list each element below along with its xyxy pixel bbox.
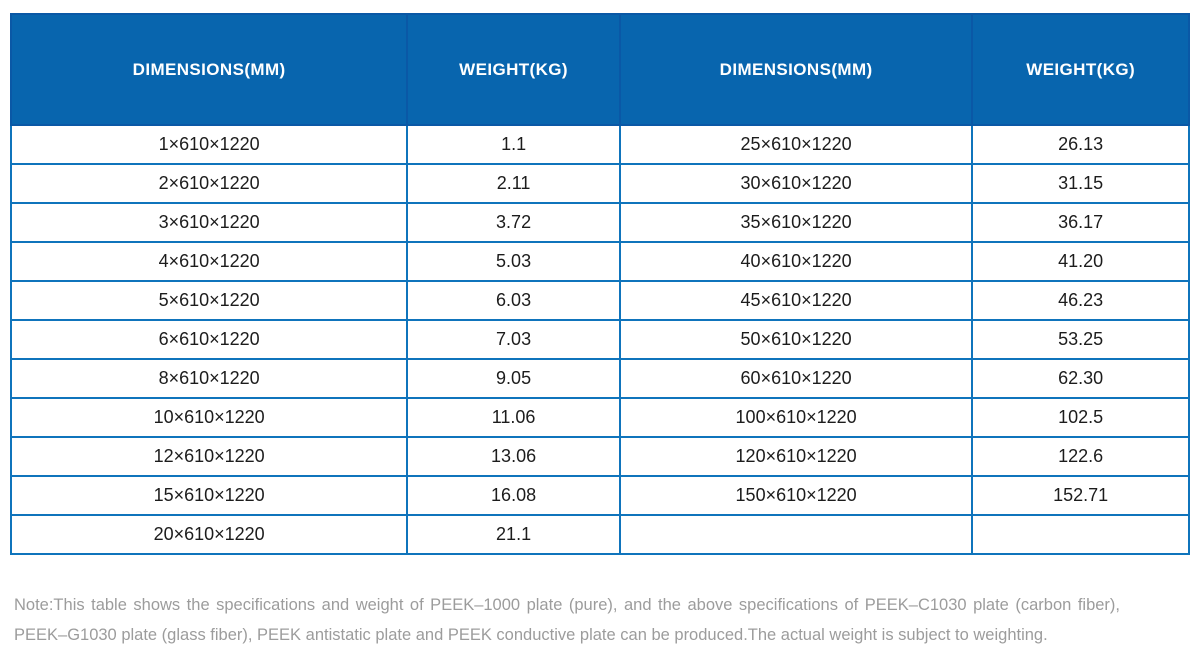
weight-cell: 152.71 [971,475,1190,516]
dimensions-cell: 30×610×1220 [618,163,974,204]
weight-cell: 102.5 [971,397,1190,438]
dimensions-cell: 12×610×1220 [9,436,409,477]
table-row: 1×610×1220 1.1 25×610×1220 26.13 [9,124,1190,165]
column-header-weight-left: WEIGHT(KG) [406,13,621,126]
dimensions-cell: 120×610×1220 [618,436,974,477]
weight-cell: 7.03 [406,319,621,360]
weight-cell: 2.11 [406,163,621,204]
note-text: Note:This table shows the specifications… [14,596,1120,644]
dimensions-cell: 15×610×1220 [9,475,409,516]
spec-table: DIMENSIONS(MM) WEIGHT(KG) DIMENSIONS(MM)… [9,13,1190,555]
dimensions-cell: 3×610×1220 [9,202,409,243]
table-row: 15×610×1220 16.08 150×610×1220 152.71 [9,475,1190,516]
dimensions-cell: 60×610×1220 [618,358,974,399]
weight-cell: 122.6 [971,436,1190,477]
weight-cell: 31.15 [971,163,1190,204]
dimensions-cell: 150×610×1220 [618,475,974,516]
dimensions-cell: 10×610×1220 [9,397,409,438]
weight-cell: 11.06 [406,397,621,438]
weight-cell: 62.30 [971,358,1190,399]
dimensions-cell: 4×610×1220 [9,241,409,282]
table-row: 12×610×1220 13.06 120×610×1220 122.6 [9,436,1190,477]
weight-cell: 36.17 [971,202,1190,243]
weight-cell: 26.13 [971,124,1190,165]
weight-cell: 41.20 [971,241,1190,282]
dimensions-cell: 2×610×1220 [9,163,409,204]
table-header: DIMENSIONS(MM) WEIGHT(KG) DIMENSIONS(MM)… [9,13,1190,126]
dimensions-cell [618,514,974,555]
dimensions-cell: 50×610×1220 [618,319,974,360]
table-body: 1×610×1220 1.1 25×610×1220 26.13 2×610×1… [9,124,1190,555]
spec-table-container: DIMENSIONS(MM) WEIGHT(KG) DIMENSIONS(MM)… [9,13,1190,555]
weight-cell: 5.03 [406,241,621,282]
weight-cell: 16.08 [406,475,621,516]
dimensions-cell: 6×610×1220 [9,319,409,360]
column-header-dimensions-right: DIMENSIONS(MM) [618,13,974,126]
table-row: 8×610×1220 9.05 60×610×1220 62.30 [9,358,1190,399]
table-row: 5×610×1220 6.03 45×610×1220 46.23 [9,280,1190,321]
weight-cell: 21.1 [406,514,621,555]
column-header-weight-right: WEIGHT(KG) [971,13,1190,126]
dimensions-cell: 20×610×1220 [9,514,409,555]
table-row: 3×610×1220 3.72 35×610×1220 36.17 [9,202,1190,243]
table-row: 6×610×1220 7.03 50×610×1220 53.25 [9,319,1190,360]
dimensions-cell: 1×610×1220 [9,124,409,165]
weight-cell: 13.06 [406,436,621,477]
dimensions-cell: 100×610×1220 [618,397,974,438]
table-row: 20×610×1220 21.1 [9,514,1190,555]
dimensions-cell: 25×610×1220 [618,124,974,165]
table-row: 4×610×1220 5.03 40×610×1220 41.20 [9,241,1190,282]
weight-cell [971,514,1190,555]
dimensions-cell: 40×610×1220 [618,241,974,282]
header-row: DIMENSIONS(MM) WEIGHT(KG) DIMENSIONS(MM)… [9,13,1190,126]
dimensions-cell: 45×610×1220 [618,280,974,321]
table-row: 2×610×1220 2.11 30×610×1220 31.15 [9,163,1190,204]
weight-cell: 1.1 [406,124,621,165]
column-header-dimensions-left: DIMENSIONS(MM) [9,13,409,126]
dimensions-cell: 8×610×1220 [9,358,409,399]
weight-cell: 46.23 [971,280,1190,321]
weight-cell: 6.03 [406,280,621,321]
table-row: 10×610×1220 11.06 100×610×1220 102.5 [9,397,1190,438]
weight-cell: 9.05 [406,358,621,399]
dimensions-cell: 5×610×1220 [9,280,409,321]
dimensions-cell: 35×610×1220 [618,202,974,243]
weight-cell: 3.72 [406,202,621,243]
weight-cell: 53.25 [971,319,1190,360]
